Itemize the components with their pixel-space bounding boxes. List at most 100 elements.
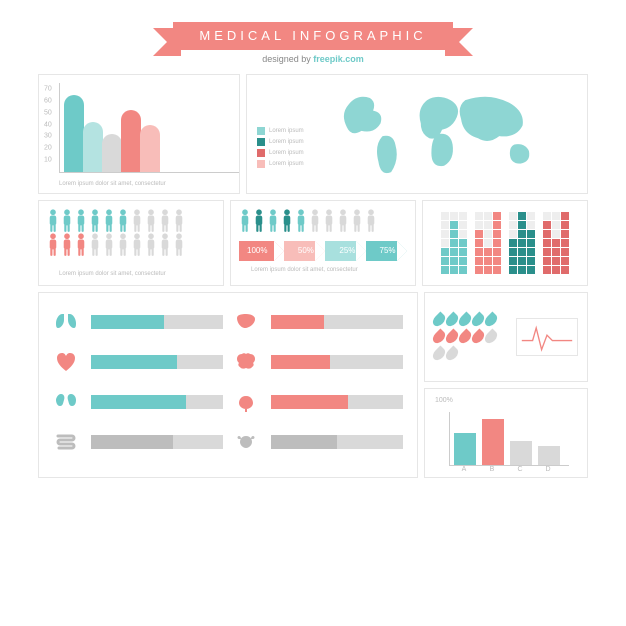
heatmap-cell [450, 257, 458, 265]
chart-bar [83, 122, 103, 172]
heatmap-cell [518, 212, 526, 220]
organ-progress-bar [271, 435, 403, 449]
person-icon [145, 233, 157, 257]
heatmap-cell [475, 257, 483, 265]
heatmap-cell [484, 248, 492, 256]
heatmap-cell [527, 230, 535, 238]
heatmap-cell [561, 230, 569, 238]
organ-progress-bar [91, 435, 223, 449]
heatmap-cell [518, 230, 526, 238]
heatmap-cell [527, 266, 535, 274]
heatmap-cell [459, 239, 467, 247]
axis-label: A [453, 466, 475, 473]
person-icon [89, 233, 101, 257]
person-icon [131, 233, 143, 257]
person-icon [117, 209, 129, 233]
heatmap-cell [509, 230, 517, 238]
progress-step: 75% [366, 241, 397, 261]
heatmap-cell [561, 239, 569, 247]
heatmap-cell [527, 239, 535, 247]
heatmap-cell [543, 266, 551, 274]
heatmap-cell [493, 257, 501, 265]
heatmap-cell [459, 257, 467, 265]
subtitle-prefix: designed by [262, 54, 313, 64]
lungs-icon [53, 309, 79, 335]
progress-step: 100% [239, 241, 274, 261]
heatmap-cell [543, 221, 551, 229]
person-icon [239, 209, 251, 233]
person-icon [281, 209, 293, 233]
heatmap-cell [441, 230, 449, 238]
heatmap-cell [552, 230, 560, 238]
heatmap-cell [561, 221, 569, 229]
chart-bar [140, 125, 160, 172]
person-icon [145, 209, 157, 233]
heatmap-cell [441, 248, 449, 256]
organ-progress-bar [91, 315, 223, 329]
person-icon [173, 233, 185, 257]
kidneys-icon [53, 389, 79, 415]
heatmap-cell [561, 248, 569, 256]
world-map-panel: Lorem ipsumLorem ipsumLorem ipsumLorem i… [246, 74, 588, 194]
heatmap-cell [518, 221, 526, 229]
bladder-icon [233, 389, 259, 415]
heatmap-cell [509, 248, 517, 256]
heatmap-cell [509, 221, 517, 229]
heatmap-cell [475, 221, 483, 229]
heatmap-cell [543, 239, 551, 247]
subtitle-brand: freepik.com [313, 54, 364, 64]
legend-item: Lorem ipsum [257, 160, 304, 168]
person-icon [61, 209, 73, 233]
heatmap-panel [422, 200, 588, 286]
heatmap-cell [552, 239, 560, 247]
heatmap-cell [552, 266, 560, 274]
heatmap-cell [543, 248, 551, 256]
drops-ekg-panel [424, 292, 588, 382]
drop-icon [483, 329, 500, 346]
heatmap-cell [450, 248, 458, 256]
ekg-icon [516, 318, 578, 356]
uterus-icon [233, 429, 259, 455]
heatmap-cell [561, 212, 569, 220]
person-icon [103, 209, 115, 233]
person-icon [253, 209, 265, 233]
person-icon [365, 209, 377, 233]
title-ribbon: MEDICAL INFOGRAPHIC [173, 22, 453, 50]
heatmap-cell [543, 212, 551, 220]
heatmap-cell [518, 257, 526, 265]
heatmap-cell [484, 212, 492, 220]
axis-label: C [509, 466, 531, 473]
heatmap-cell [484, 266, 492, 274]
person-icon [351, 209, 363, 233]
heatmap-cell [459, 221, 467, 229]
people-panel-a: Lorem ipsum dolor sit amet, consectetur [38, 200, 224, 286]
person-icon [159, 233, 171, 257]
axis-label: D [537, 466, 559, 473]
organ-progress-bar [271, 315, 403, 329]
heatmap-cell [450, 230, 458, 238]
chart-bar [64, 95, 84, 172]
heatmap-cell [509, 257, 517, 265]
progress-step: 25% [325, 241, 355, 261]
person-icon [61, 233, 73, 257]
heatmap-cell [484, 230, 492, 238]
heatmap-cell [552, 248, 560, 256]
heatmap-cell [484, 239, 492, 247]
person-icon [173, 209, 185, 233]
heatmap-cell [493, 212, 501, 220]
mini-chart-bar [510, 441, 532, 465]
heatmap-cell [441, 212, 449, 220]
person-icon [159, 209, 171, 233]
heatmap-cell [509, 212, 517, 220]
heatmap-cell [450, 221, 458, 229]
drop-icon [483, 312, 500, 329]
subtitle: designed by freepik.com [38, 54, 588, 64]
person-icon [131, 209, 143, 233]
heatmap-cell [518, 239, 526, 247]
person-icon [267, 209, 279, 233]
mini-bar-chart-panel: 100% ABCD [424, 388, 588, 478]
organ-progress-bar [271, 355, 403, 369]
legend-item: Lorem ipsum [257, 127, 304, 135]
heatmap-cell [509, 239, 517, 247]
chart-bar [102, 134, 122, 172]
